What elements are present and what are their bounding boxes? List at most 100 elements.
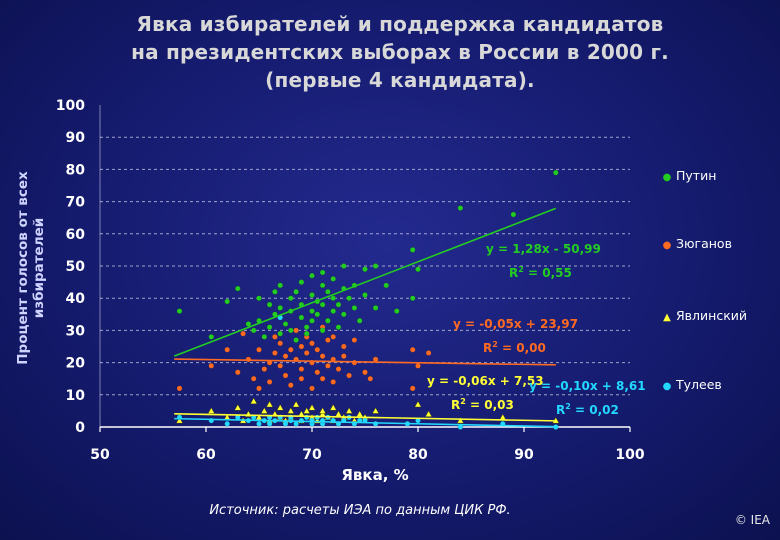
- series-1-point: [272, 350, 278, 356]
- series-1-point: [266, 379, 273, 385]
- y-tick-label-30: 30: [66, 323, 86, 339]
- series-0-point: [372, 305, 379, 311]
- series-0-point: [319, 327, 326, 334]
- series-0-point: [287, 295, 294, 302]
- copyright: © IEA: [734, 513, 770, 527]
- series-1-point: [330, 334, 337, 340]
- series-0-point: [298, 314, 305, 321]
- series-2-point: [319, 407, 327, 414]
- series-1-point: [335, 366, 342, 372]
- series-1-point: [309, 385, 315, 392]
- series-2-point: [334, 410, 343, 417]
- series-0-point: [176, 308, 183, 314]
- series-2-point: [260, 407, 268, 414]
- series-0-point: [409, 247, 416, 253]
- series-0-point: [266, 324, 273, 330]
- y-tick-label-20: 20: [66, 356, 86, 372]
- series-1-point: [277, 363, 284, 369]
- x-axis-label: Явка, %: [341, 466, 409, 484]
- series-1-point: [351, 337, 358, 343]
- tick-labels: 50 60 70 80 90 100 0 10 20 30 40 50 60 70 80 90 100: [56, 98, 645, 463]
- y-tick-label-60: 60: [66, 227, 86, 243]
- series-2-point: [329, 404, 337, 411]
- series-1-point: [319, 375, 326, 382]
- trend-line-series-1: [174, 358, 556, 366]
- series-2-point: [425, 410, 433, 417]
- series-1-point: [256, 385, 262, 392]
- series-2-point: [499, 413, 507, 421]
- series-0-point: [293, 288, 299, 295]
- series-2-point: [250, 397, 258, 404]
- trend-equation-series-2: y = -0,06x + 7,53: [427, 374, 544, 388]
- series-2-point: [372, 407, 380, 414]
- series-1-point: [256, 346, 262, 353]
- series-0-point: [277, 330, 284, 337]
- series-2-point: [266, 400, 274, 408]
- series-2-point: [456, 416, 464, 424]
- series-0-point: [208, 334, 215, 340]
- series-0-point: [415, 266, 421, 273]
- series-1-point: [272, 334, 278, 340]
- legend-item-series-2: ▲ Явлинский: [662, 308, 747, 326]
- legend-item-series-1: ● Зюганов: [662, 236, 732, 254]
- series-0-point: [340, 263, 347, 269]
- x-tick-label-80: 80: [408, 447, 428, 463]
- series-0-point: [277, 282, 284, 289]
- legend-marker-series-0: ●: [662, 172, 672, 183]
- series-1-point: [250, 375, 257, 382]
- legend-marker-series-2: ▲: [663, 312, 671, 323]
- series-0-point: [314, 311, 321, 318]
- series-0-point: [309, 317, 315, 324]
- series-0-point: [340, 311, 347, 318]
- legend-item-series-3: ● Тулеев: [662, 377, 722, 395]
- series-0-point: [261, 334, 268, 340]
- series-1-point: [319, 353, 326, 359]
- series-2-point: [287, 407, 295, 414]
- series-0-point: [372, 263, 379, 269]
- series-1-point: [346, 372, 352, 379]
- series-0-point: [330, 276, 337, 282]
- series-3-point: [372, 420, 379, 427]
- series-1-point: [415, 363, 421, 369]
- series-1-point: [409, 346, 416, 353]
- y-tick-label-0: 0: [75, 420, 85, 436]
- y-tick-label-90: 90: [66, 130, 86, 146]
- series-0-point: [272, 288, 278, 295]
- series-1-point: [340, 343, 347, 350]
- series-0-point: [510, 211, 517, 218]
- series-0-point: [245, 321, 252, 327]
- series-2-point: [276, 404, 284, 411]
- x-tick-label-90: 90: [514, 447, 534, 463]
- series-0-point: [303, 330, 310, 337]
- series-1-point: [372, 356, 379, 363]
- series-1-point: [309, 340, 315, 347]
- series-1-point: [303, 350, 310, 356]
- series-0-point: [224, 298, 230, 305]
- series-2-point: [234, 404, 242, 411]
- series-2-point: [303, 407, 311, 414]
- series-0-point: [303, 324, 310, 330]
- series-2-point: [414, 400, 422, 408]
- x-tick-label-60: 60: [196, 447, 216, 463]
- series-3-point: [266, 420, 273, 427]
- series-3-point: [314, 414, 321, 421]
- series-0-point: [335, 301, 342, 308]
- series-1-point: [287, 346, 294, 353]
- series-1-point: [287, 382, 294, 388]
- series-1-point: [176, 385, 183, 392]
- y-tick-label-40: 40: [66, 291, 86, 307]
- series-1-point: [208, 363, 215, 369]
- series-2-point: [207, 407, 215, 414]
- chart-title-line-1: Явка избирателей и поддержка кандидатов: [136, 12, 664, 36]
- y-tick-label-50: 50: [66, 259, 86, 275]
- legend-marker-series-3: ●: [662, 381, 672, 392]
- legend-label-series-2: Явлинский: [676, 308, 748, 323]
- chart-title: Явка избирателей и поддержка кандидатов …: [60, 10, 740, 94]
- series-0-point: [309, 308, 315, 314]
- trend-equation-series-3: y = -0,10x + 8,61: [529, 379, 646, 393]
- series-2-point: [356, 410, 364, 417]
- series-1-point: [224, 346, 230, 353]
- series-0-point: [282, 321, 289, 327]
- series-0-point: [325, 317, 331, 324]
- series-0-point: [266, 301, 273, 308]
